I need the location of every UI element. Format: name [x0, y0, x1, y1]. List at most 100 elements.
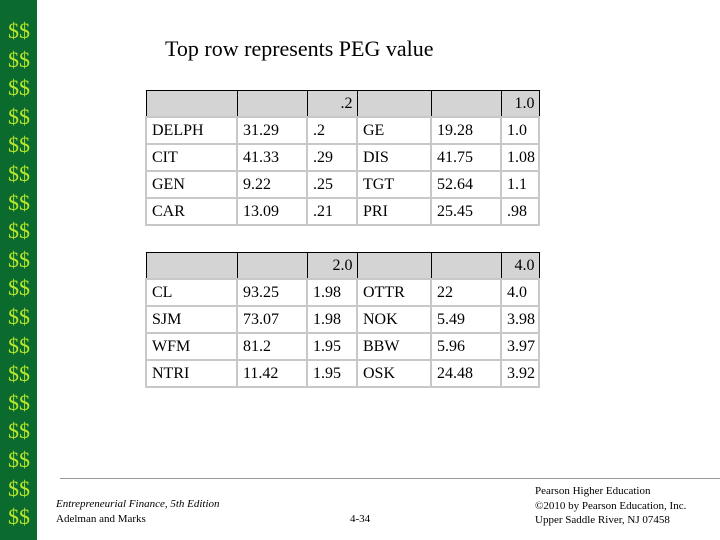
- cell: GE: [356, 116, 432, 145]
- cell: 9.22: [236, 170, 308, 199]
- cell: 3.92: [500, 359, 540, 388]
- cell: 4.0: [500, 278, 540, 307]
- cell: WFM: [145, 332, 238, 361]
- cell: DELPH: [145, 116, 238, 145]
- cell: .2: [306, 90, 358, 118]
- cell: 81.2: [236, 332, 308, 361]
- cell: 1.0: [500, 116, 540, 145]
- sidebar-mark: $$: [8, 361, 30, 387]
- cell: 1.95: [306, 332, 358, 361]
- cell: DIS: [356, 143, 432, 172]
- cell: 41.33: [236, 143, 308, 172]
- cell: 31.29: [236, 116, 308, 145]
- cell: NOK: [356, 305, 432, 334]
- cell: 1.95: [306, 359, 358, 388]
- cell: NTRI: [145, 359, 238, 388]
- cell: OSK: [356, 359, 432, 388]
- sidebar-mark: $$: [8, 103, 30, 129]
- sidebar: $$ $$ $$ $$ $$ $$ $$ $$ $$ $$ $$ $$ $$ $$ $$ $$ $$ $$: [0, 0, 37, 540]
- cell: [430, 90, 502, 118]
- cell: 1.98: [306, 278, 358, 307]
- sidebar-mark: $$: [8, 246, 30, 272]
- cell: CAR: [145, 197, 238, 226]
- cell: [145, 90, 238, 118]
- cell: .98: [500, 197, 540, 226]
- footer-publisher: ©2010 by Pearson Education, Inc.: [535, 499, 687, 512]
- cell: 1.1: [500, 170, 540, 199]
- cell: 19.28: [430, 116, 502, 145]
- cell: .25: [306, 170, 358, 199]
- cell: .2: [306, 116, 358, 145]
- sidebar-mark: $$: [8, 189, 30, 215]
- cell: 11.42: [236, 359, 308, 388]
- sidebar-mark: $$: [8, 275, 30, 301]
- header-row: .2 1.0: [145, 90, 540, 118]
- cell: TGT: [356, 170, 432, 199]
- cell: BBW: [356, 332, 432, 361]
- cell: 13.09: [236, 197, 308, 226]
- row: NTRI 11.42 1.95 OSK 24.48 3.92: [145, 359, 540, 388]
- cell: SJM: [145, 305, 238, 334]
- cell: 5.49: [430, 305, 502, 334]
- row: CL 93.25 1.98 OTTR 22 4.0: [145, 278, 540, 307]
- cell: [236, 252, 308, 280]
- title: Top row represents PEG value: [165, 36, 434, 61]
- footer-publisher: Upper Saddle River, NJ 07458: [535, 514, 670, 526]
- cell: [356, 252, 432, 280]
- cell: .21: [306, 197, 358, 226]
- cell: 1.08: [500, 143, 540, 172]
- cell: CL: [145, 278, 238, 307]
- cell: 2.0: [306, 252, 358, 280]
- sidebar-mark: $$: [8, 332, 30, 358]
- cell: [356, 90, 432, 118]
- sidebar-mark: $$: [8, 132, 30, 158]
- sidebar-mark: $$: [8, 504, 30, 530]
- cell: 93.25: [236, 278, 308, 307]
- cell: 3.97: [500, 332, 540, 361]
- row: SJM 73.07 1.98 NOK 5.49 3.98: [145, 305, 540, 334]
- cell: 22: [430, 278, 502, 307]
- cell: 1.0: [500, 90, 540, 118]
- sidebar-mark: $$: [8, 218, 30, 244]
- cell: [145, 252, 238, 280]
- sidebar-mark: $$: [8, 75, 30, 101]
- sidebar-mark: $$: [8, 18, 30, 43]
- page-number: 4-34: [350, 513, 371, 525]
- footer-rule: [60, 478, 720, 479]
- sidebar-mark: $$: [8, 161, 30, 186]
- cell: OTTR: [356, 278, 432, 307]
- cell: GEN: [145, 170, 238, 199]
- row: GEN 9.22.25 TGT 52.64 1.1: [145, 170, 540, 199]
- cell: 52.64: [430, 170, 502, 199]
- sidebar-mark: $$: [8, 475, 30, 501]
- footer-publisher: Pearson Higher Education: [535, 485, 651, 497]
- table: 2.0 4.0 CL 93.25 1.98 OTTR 22 4.0 SJM 73.07 1.98 NO…: [145, 252, 540, 388]
- sidebar-mark: $$: [8, 46, 30, 72]
- cell: 4.0: [500, 252, 540, 280]
- row: DELPH 31.29.2 GE 19.28 1.0: [145, 116, 540, 145]
- row: CAR 13.09.21 PRI 25.45.98: [145, 197, 540, 226]
- cell: CIT: [145, 143, 238, 172]
- cell: [430, 252, 502, 280]
- cell: [236, 90, 308, 118]
- cell: 24.48: [430, 359, 502, 388]
- table: .2 1.0 DELPH 31.29.2 GE 19.28 1.0 CIT 41.33.29 DI…: [145, 90, 540, 226]
- sidebar-mark: $$: [8, 418, 30, 444]
- header-row: 2.0 4.0: [145, 252, 540, 280]
- sidebar-mark: $$: [8, 304, 30, 329]
- sidebar-mark: $$: [8, 447, 30, 472]
- sidebar-mark: $$: [8, 389, 30, 415]
- cell: 3.98: [500, 305, 540, 334]
- row: CIT 41.33.29 DIS 41.75 1.08: [145, 143, 540, 172]
- cell: 25.45: [430, 197, 502, 226]
- footer-book: Entrepreneurial Finance, 5th Edition: [56, 498, 220, 510]
- row: WFM 81.2 1.95 BBW 5.96 3.97: [145, 332, 540, 361]
- footer-authors: Adelman and Marks: [56, 513, 146, 525]
- cell: 1.98: [306, 305, 358, 334]
- cell: .29: [306, 143, 358, 172]
- cell: 73.07: [236, 305, 308, 334]
- cell: PRI: [356, 197, 432, 226]
- cell: 5.96: [430, 332, 502, 361]
- cell: 41.75: [430, 143, 502, 172]
